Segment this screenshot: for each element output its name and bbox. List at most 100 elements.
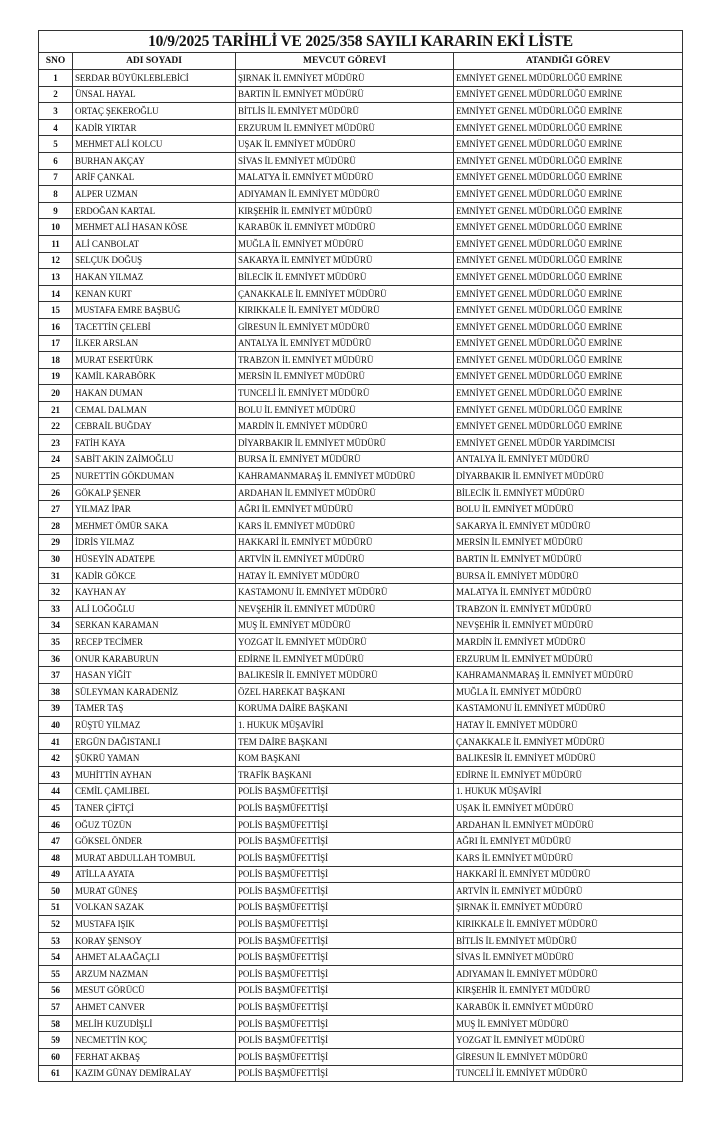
- table-row: 57 AHMET CANVER POLİS BAŞMÜFETTİŞİ KARABÜK …: [38, 998, 684, 1016]
- assigned-position-cell: EMNİYET GENEL MÜDÜRLÜĞÜ EMRİNE: [452, 351, 684, 369]
- current-position-cell: BİTLİS İL EMNİYET MÜDÜRÜ: [235, 102, 454, 120]
- current-position-cell: KARS İL EMNİYET MÜDÜRÜ: [235, 517, 454, 535]
- sno-cell: 4: [38, 118, 73, 137]
- current-position-cell: POLİS BAŞMÜFETTİŞİ: [235, 882, 454, 900]
- current-position-cell: SİVAS İL EMNİYET MÜDÜRÜ: [235, 151, 454, 170]
- assigned-position-cell: EMNİYET GENEL MÜDÜRLÜĞÜ EMRİNE: [452, 367, 684, 386]
- assigned-position-cell: EMNİYET GENEL MÜDÜRLÜĞÜ EMRİNE: [452, 384, 684, 402]
- name-cell: HASAN YİĞİT: [72, 666, 236, 684]
- table-row: 41 ERGÜN DAĞISTANLI TEM DAİRE BAŞKANI ÇANAK…: [38, 732, 684, 751]
- name-cell: FERHAT AKBAŞ: [72, 1048, 236, 1066]
- name-cell: ALİ LOĞOĞLU: [72, 600, 236, 618]
- name-cell: YILMAZ İPAR: [72, 500, 236, 519]
- sno-cell: 43: [38, 765, 73, 784]
- assigned-position-cell: EMNİYET GENEL MÜDÜRLÜĞÜ EMRİNE: [452, 317, 684, 336]
- sno-cell: 32: [38, 583, 73, 601]
- sno-cell: 27: [38, 500, 73, 519]
- sno-cell: 47: [38, 832, 73, 850]
- table-row: 4 KADİR YIRTAR ERZURUM İL EMNİYET MÜDÜRÜ EM…: [38, 118, 684, 137]
- table-row: 60 FERHAT AKBAŞ POLİS BAŞMÜFETTİŞİ GİRESUN …: [38, 1048, 684, 1066]
- assigned-position-cell: EMNİYET GENEL MÜDÜRLÜĞÜ EMRİNE: [452, 268, 684, 286]
- sno-cell: 58: [38, 1014, 73, 1033]
- name-cell: MELİH KUZUDİŞLİ: [72, 1014, 236, 1033]
- table-row: 58 MELİH KUZUDİŞLİ POLİS BAŞMÜFETTİŞİ MUŞ İ…: [38, 1014, 684, 1033]
- table-row: 61 KAZIM GÜNAY DEMİRALAY POLİS BAŞMÜFETTİŞ…: [38, 1064, 684, 1083]
- table-row: 29 İDRİS YILMAZ HAKKARİ İL EMNİYET MÜDÜRÜ M…: [38, 533, 684, 552]
- assigned-position-cell: EMNİYET GENEL MÜDÜRLÜĞÜ EMRİNE: [452, 69, 684, 87]
- name-cell: FATİH KAYA: [72, 434, 236, 452]
- table-row: 3 ORTAÇ ŞEKEROĞLU BİTLİS İL EMNİYET MÜDÜRÜ…: [38, 102, 684, 120]
- sno-cell: 22: [38, 417, 73, 436]
- name-cell: MURAT ESERTÜRK: [72, 351, 236, 369]
- sno-cell: 3: [38, 102, 73, 120]
- table-row: 39 TAMER TAŞ KORUMA DAİRE BAŞKANI KASTAMONU…: [38, 699, 684, 718]
- name-cell: İDRİS YILMAZ: [72, 533, 236, 552]
- sno-cell: 15: [38, 301, 73, 319]
- table-row: 59 NECMETTİN KOÇ POLİS BAŞMÜFETTİŞİ YOZGAT …: [38, 1031, 684, 1050]
- current-position-cell: POLİS BAŞMÜFETTİŞİ: [235, 931, 454, 950]
- sno-cell: 6: [38, 151, 73, 170]
- name-cell: CEMAL DALMAN: [72, 400, 236, 419]
- assigned-position-cell: BARTIN İL EMNİYET MÜDÜRÜ: [452, 550, 684, 568]
- assigned-position-cell: ADIYAMAN İL EMNİYET MÜDÜRÜ: [452, 965, 684, 983]
- name-cell: MURAT GÜNEŞ: [72, 882, 236, 900]
- assigned-position-cell: EMNİYET GENEL MÜDÜRLÜĞÜ EMRİNE: [452, 135, 684, 153]
- name-cell: MUSTAFA EMRE BAŞBUĞ: [72, 301, 236, 319]
- current-position-cell: POLİS BAŞMÜFETTİŞİ: [235, 1014, 454, 1033]
- name-cell: AHMET CANVER: [72, 998, 236, 1016]
- sno-cell: 21: [38, 400, 73, 419]
- current-position-cell: KARABÜK İL EMNİYET MÜDÜRÜ: [235, 218, 454, 236]
- sno-cell: 34: [38, 616, 73, 635]
- name-cell: SERDAR BÜYÜKLEBLEBİCİ: [72, 69, 236, 87]
- assigned-position-cell: EMNİYET GENEL MÜDÜRLÜĞÜ EMRİNE: [452, 301, 684, 319]
- current-position-cell: POLİS BAŞMÜFETTİŞİ: [235, 915, 454, 933]
- current-position-cell: 1. HUKUK MÜŞAVİRİ: [235, 716, 454, 734]
- current-position-cell: HAKKARİ İL EMNİYET MÜDÜRÜ: [235, 533, 454, 552]
- name-cell: KADİR YIRTAR: [72, 118, 236, 137]
- sno-cell: 44: [38, 782, 73, 801]
- assigned-position-cell: KAHRAMANMARAŞ İL EMNİYET MÜDÜRÜ: [452, 666, 684, 684]
- table-row: 38 SÜLEYMAN KARADENİZ ÖZEL HAREKAT BAŞKANI…: [38, 682, 684, 701]
- sno-cell: 59: [38, 1031, 73, 1050]
- sno-cell: 28: [38, 517, 73, 535]
- name-cell: HAKAN DUMAN: [72, 384, 236, 402]
- sno-cell: 40: [38, 716, 73, 734]
- assigned-position-cell: KIRŞEHİR İL EMNİYET MÜDÜRÜ: [452, 981, 684, 1000]
- table-row: 16 TACETTİN ÇELEBİ GİRESUN İL EMNİYET MÜDÜ…: [38, 317, 684, 336]
- current-position-cell: POLİS BAŞMÜFETTİŞİ: [235, 848, 454, 867]
- table-row: 34 SERKAN KARAMAN MUŞ İL EMNİYET MÜDÜRÜ NEV…: [38, 616, 684, 635]
- table-row: 27 YILMAZ İPAR AĞRI İL EMNİYET MÜDÜRÜ BOLU …: [38, 500, 684, 519]
- table-row: 42 ŞÜKRÜ YAMAN KOM BAŞKANI BALIKESİR İL EMN…: [38, 749, 684, 767]
- current-position-cell: ANTALYA İL EMNİYET MÜDÜRÜ: [235, 334, 454, 353]
- sno-cell: 48: [38, 848, 73, 867]
- sno-cell: 45: [38, 799, 73, 817]
- table-row: 53 KORAY ŞENSOY POLİS BAŞMÜFETTİŞİ BİTLİS İ…: [38, 931, 684, 950]
- assigned-position-cell: KARABÜK İL EMNİYET MÜDÜRÜ: [452, 998, 684, 1016]
- sno-cell: 23: [38, 434, 73, 452]
- sno-cell: 54: [38, 948, 73, 967]
- table-row: 52 MUSTAFA IŞIK POLİS BAŞMÜFETTİŞİ KIRIKKAL…: [38, 915, 684, 933]
- name-cell: SELÇUK DOĞUŞ: [72, 251, 236, 270]
- table-row: 45 TANER ÇİFTÇİ POLİS BAŞMÜFETTİŞİ UŞAK İL …: [38, 799, 684, 817]
- sno-cell: 30: [38, 550, 73, 568]
- name-cell: GÖKALP ŞENER: [72, 483, 236, 502]
- sno-cell: 57: [38, 998, 73, 1016]
- table-row: 9 ERDOĞAN KARTAL KIRŞEHİR İL EMNİYET MÜDÜR…: [38, 201, 684, 220]
- name-cell: MEHMET ALİ KOLCU: [72, 135, 236, 153]
- current-position-cell: MUĞLA İL EMNİYET MÜDÜRÜ: [235, 234, 454, 253]
- current-position-cell: MALATYA İL EMNİYET MÜDÜRÜ: [235, 168, 454, 187]
- sno-cell: 56: [38, 981, 73, 1000]
- table-row: 17 İLKER ARSLAN ANTALYA İL EMNİYET MÜDÜRÜ E…: [38, 334, 684, 353]
- table-row: 20 HAKAN DUMAN TUNCELİ İL EMNİYET MÜDÜRÜ EM…: [38, 384, 684, 402]
- assigned-position-cell: KARS İL EMNİYET MÜDÜRÜ: [452, 848, 684, 867]
- name-cell: NECMETTİN KOÇ: [72, 1031, 236, 1050]
- current-position-cell: GİRESUN İL EMNİYET MÜDÜRÜ: [235, 317, 454, 336]
- table-row: 15 MUSTAFA EMRE BAŞBUĞ KIRIKKALE İL EMNİYE…: [38, 301, 684, 319]
- current-position-cell: MERSİN İL EMNİYET MÜDÜRÜ: [235, 367, 454, 386]
- sno-cell: 12: [38, 251, 73, 270]
- assigned-position-cell: BİLECİK İL EMNİYET MÜDÜRÜ: [452, 483, 684, 502]
- table-row: 44 CEMİL ÇAMLIBEL POLİS BAŞMÜFETTİŞİ 1. HUK…: [38, 782, 684, 801]
- table-row: 25 NURETTİN GÖKDUMAN KAHRAMANMARAŞ İL EMNİ…: [38, 467, 684, 485]
- sno-cell: 36: [38, 649, 73, 668]
- header-sno: SNO: [38, 52, 73, 70]
